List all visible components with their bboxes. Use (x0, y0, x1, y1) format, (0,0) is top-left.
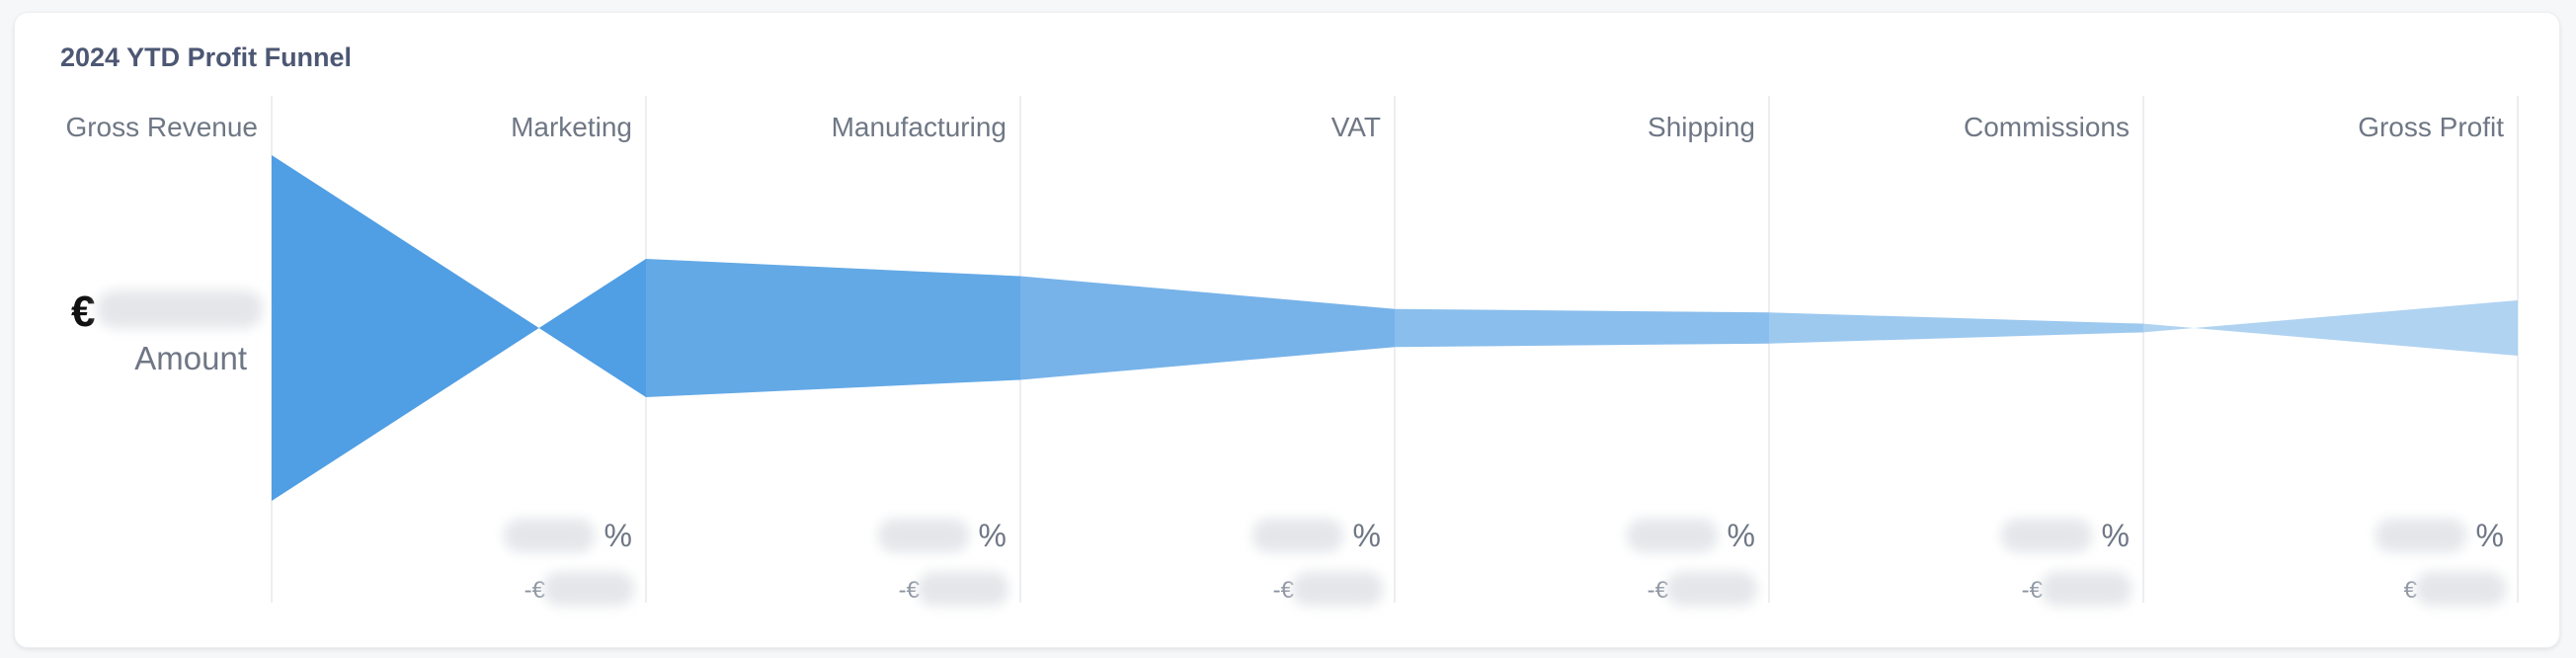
step-amount-prefix: -€ (2022, 577, 2044, 604)
redacted-amount (1666, 572, 1757, 606)
funnel-band[interactable] (1395, 308, 1769, 348)
step-amount-prefix: -€ (899, 577, 921, 604)
redacted-amount (918, 572, 1008, 606)
step-percent: % (1728, 518, 1755, 553)
redacted-percent (878, 519, 969, 552)
step-label: VAT (1331, 112, 1381, 142)
step-label: Commissions (1964, 112, 2130, 142)
funnel-band[interactable] (1020, 276, 1395, 380)
step-label: Shipping (1648, 112, 1755, 142)
step-amount-prefix: -€ (524, 577, 546, 604)
step-percent: % (2102, 518, 2130, 553)
first-step-currency: € (71, 288, 95, 336)
step-label: Gross Profit (2358, 112, 2504, 142)
step-percent: % (1353, 518, 1381, 553)
redacted-percent (2001, 519, 2092, 552)
step-label: Manufacturing (832, 112, 1006, 142)
redacted-percent (1627, 519, 1718, 552)
step-amount-prefix: € (2404, 577, 2418, 604)
redacted-amount (1292, 572, 1383, 606)
redacted-amount (2041, 572, 2132, 606)
step-percent: % (2476, 518, 2504, 553)
card-title[interactable]: 2024 YTD Profit Funnel (60, 42, 353, 72)
funnel-band[interactable] (272, 155, 646, 501)
funnel-band[interactable] (2143, 300, 2518, 356)
funnel-band[interactable] (646, 259, 1020, 397)
redacted-value (97, 290, 263, 328)
redacted-amount (543, 572, 634, 606)
step-label: Gross Revenue (65, 112, 258, 142)
step-amount-prefix: -€ (1648, 577, 1669, 604)
redacted-percent (2375, 519, 2466, 552)
step-amount-prefix: -€ (1273, 577, 1295, 604)
redacted-percent (1252, 519, 1343, 552)
step-percent: % (979, 518, 1006, 553)
step-label: Marketing (511, 112, 632, 142)
funnel-band[interactable] (1769, 312, 2143, 344)
redacted-amount (2415, 572, 2506, 606)
step-percent: % (604, 518, 632, 553)
first-step-sublabel: Amount (134, 340, 247, 376)
redacted-percent (504, 519, 595, 552)
